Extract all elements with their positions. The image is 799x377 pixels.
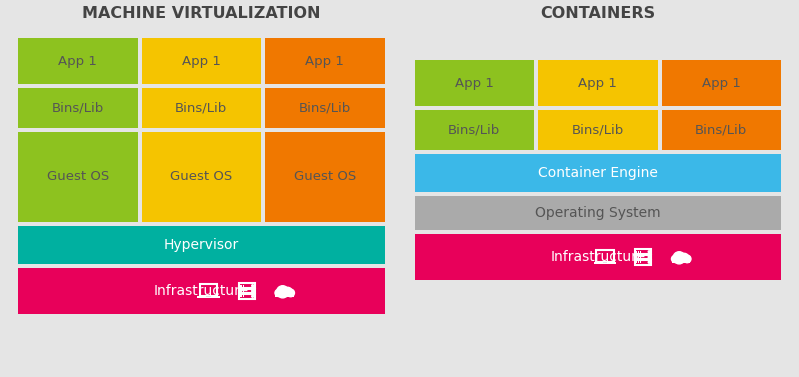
Bar bbox=[636, 251, 638, 253]
Text: App 1: App 1 bbox=[58, 55, 97, 67]
Text: Bins/Lib: Bins/Lib bbox=[571, 124, 624, 136]
Bar bbox=[415, 60, 534, 106]
Circle shape bbox=[673, 252, 686, 264]
Bar bbox=[265, 38, 384, 84]
Text: Guest OS: Guest OS bbox=[46, 170, 109, 184]
Bar bbox=[672, 258, 690, 264]
Text: MACHINE VIRTUALIZATION: MACHINE VIRTUALIZATION bbox=[82, 6, 320, 21]
Bar bbox=[243, 295, 244, 297]
Bar bbox=[18, 38, 137, 84]
Bar bbox=[141, 38, 261, 84]
Bar bbox=[415, 234, 781, 280]
Bar bbox=[635, 250, 651, 254]
Text: App 1: App 1 bbox=[455, 77, 494, 89]
Text: Infrastructure: Infrastructure bbox=[153, 284, 248, 298]
Bar bbox=[241, 285, 242, 287]
Circle shape bbox=[252, 290, 253, 292]
Bar bbox=[638, 261, 639, 264]
Text: App 1: App 1 bbox=[182, 55, 221, 67]
Text: App 1: App 1 bbox=[578, 77, 617, 89]
Circle shape bbox=[276, 286, 288, 298]
Bar bbox=[18, 268, 384, 314]
Bar bbox=[241, 290, 242, 292]
Circle shape bbox=[252, 295, 253, 297]
Bar bbox=[638, 251, 639, 253]
Circle shape bbox=[671, 255, 678, 262]
Circle shape bbox=[284, 287, 292, 296]
Bar bbox=[243, 285, 244, 287]
Bar bbox=[239, 294, 255, 299]
Bar bbox=[602, 262, 607, 264]
Bar bbox=[635, 255, 651, 259]
Text: Container Engine: Container Engine bbox=[538, 166, 658, 180]
Text: Operating System: Operating System bbox=[535, 206, 661, 220]
Bar bbox=[141, 88, 261, 128]
Bar bbox=[239, 289, 255, 293]
Bar bbox=[594, 262, 616, 264]
Circle shape bbox=[680, 253, 689, 262]
Bar bbox=[200, 284, 217, 296]
Bar bbox=[239, 284, 255, 288]
Bar bbox=[636, 261, 638, 264]
Bar bbox=[639, 251, 641, 253]
Bar bbox=[538, 60, 658, 106]
Text: Bins/Lib: Bins/Lib bbox=[695, 124, 747, 136]
Text: Bins/Lib: Bins/Lib bbox=[175, 101, 228, 115]
Bar bbox=[265, 88, 384, 128]
Bar bbox=[18, 88, 137, 128]
Circle shape bbox=[683, 255, 691, 263]
Circle shape bbox=[648, 261, 650, 263]
Bar bbox=[276, 292, 294, 297]
Text: Infrastructure: Infrastructure bbox=[551, 250, 646, 264]
Circle shape bbox=[252, 285, 253, 287]
Bar bbox=[243, 290, 244, 292]
Circle shape bbox=[287, 289, 295, 297]
Bar bbox=[197, 296, 220, 298]
Text: Bins/Lib: Bins/Lib bbox=[448, 124, 500, 136]
Bar bbox=[538, 110, 658, 150]
Bar bbox=[596, 250, 614, 262]
Bar bbox=[18, 132, 137, 222]
Bar bbox=[636, 256, 638, 258]
Circle shape bbox=[648, 251, 650, 253]
Bar bbox=[639, 256, 641, 258]
Circle shape bbox=[648, 256, 650, 258]
Bar bbox=[639, 261, 641, 264]
Bar bbox=[265, 132, 384, 222]
Bar bbox=[662, 60, 781, 106]
Circle shape bbox=[275, 290, 282, 296]
Bar bbox=[206, 296, 211, 297]
Bar bbox=[18, 226, 384, 264]
Text: Bins/Lib: Bins/Lib bbox=[299, 101, 351, 115]
Bar bbox=[415, 154, 781, 192]
Bar bbox=[241, 295, 242, 297]
Text: Bins/Lib: Bins/Lib bbox=[52, 101, 104, 115]
Bar bbox=[415, 110, 534, 150]
Bar bbox=[638, 256, 639, 258]
Bar bbox=[662, 110, 781, 150]
Bar bbox=[415, 196, 781, 230]
Text: App 1: App 1 bbox=[305, 55, 344, 67]
Text: Hypervisor: Hypervisor bbox=[164, 238, 239, 252]
Text: App 1: App 1 bbox=[702, 77, 741, 89]
Text: CONTAINERS: CONTAINERS bbox=[540, 6, 655, 21]
Bar bbox=[141, 132, 261, 222]
Text: Guest OS: Guest OS bbox=[170, 170, 233, 184]
Text: Guest OS: Guest OS bbox=[293, 170, 356, 184]
Bar bbox=[635, 260, 651, 265]
